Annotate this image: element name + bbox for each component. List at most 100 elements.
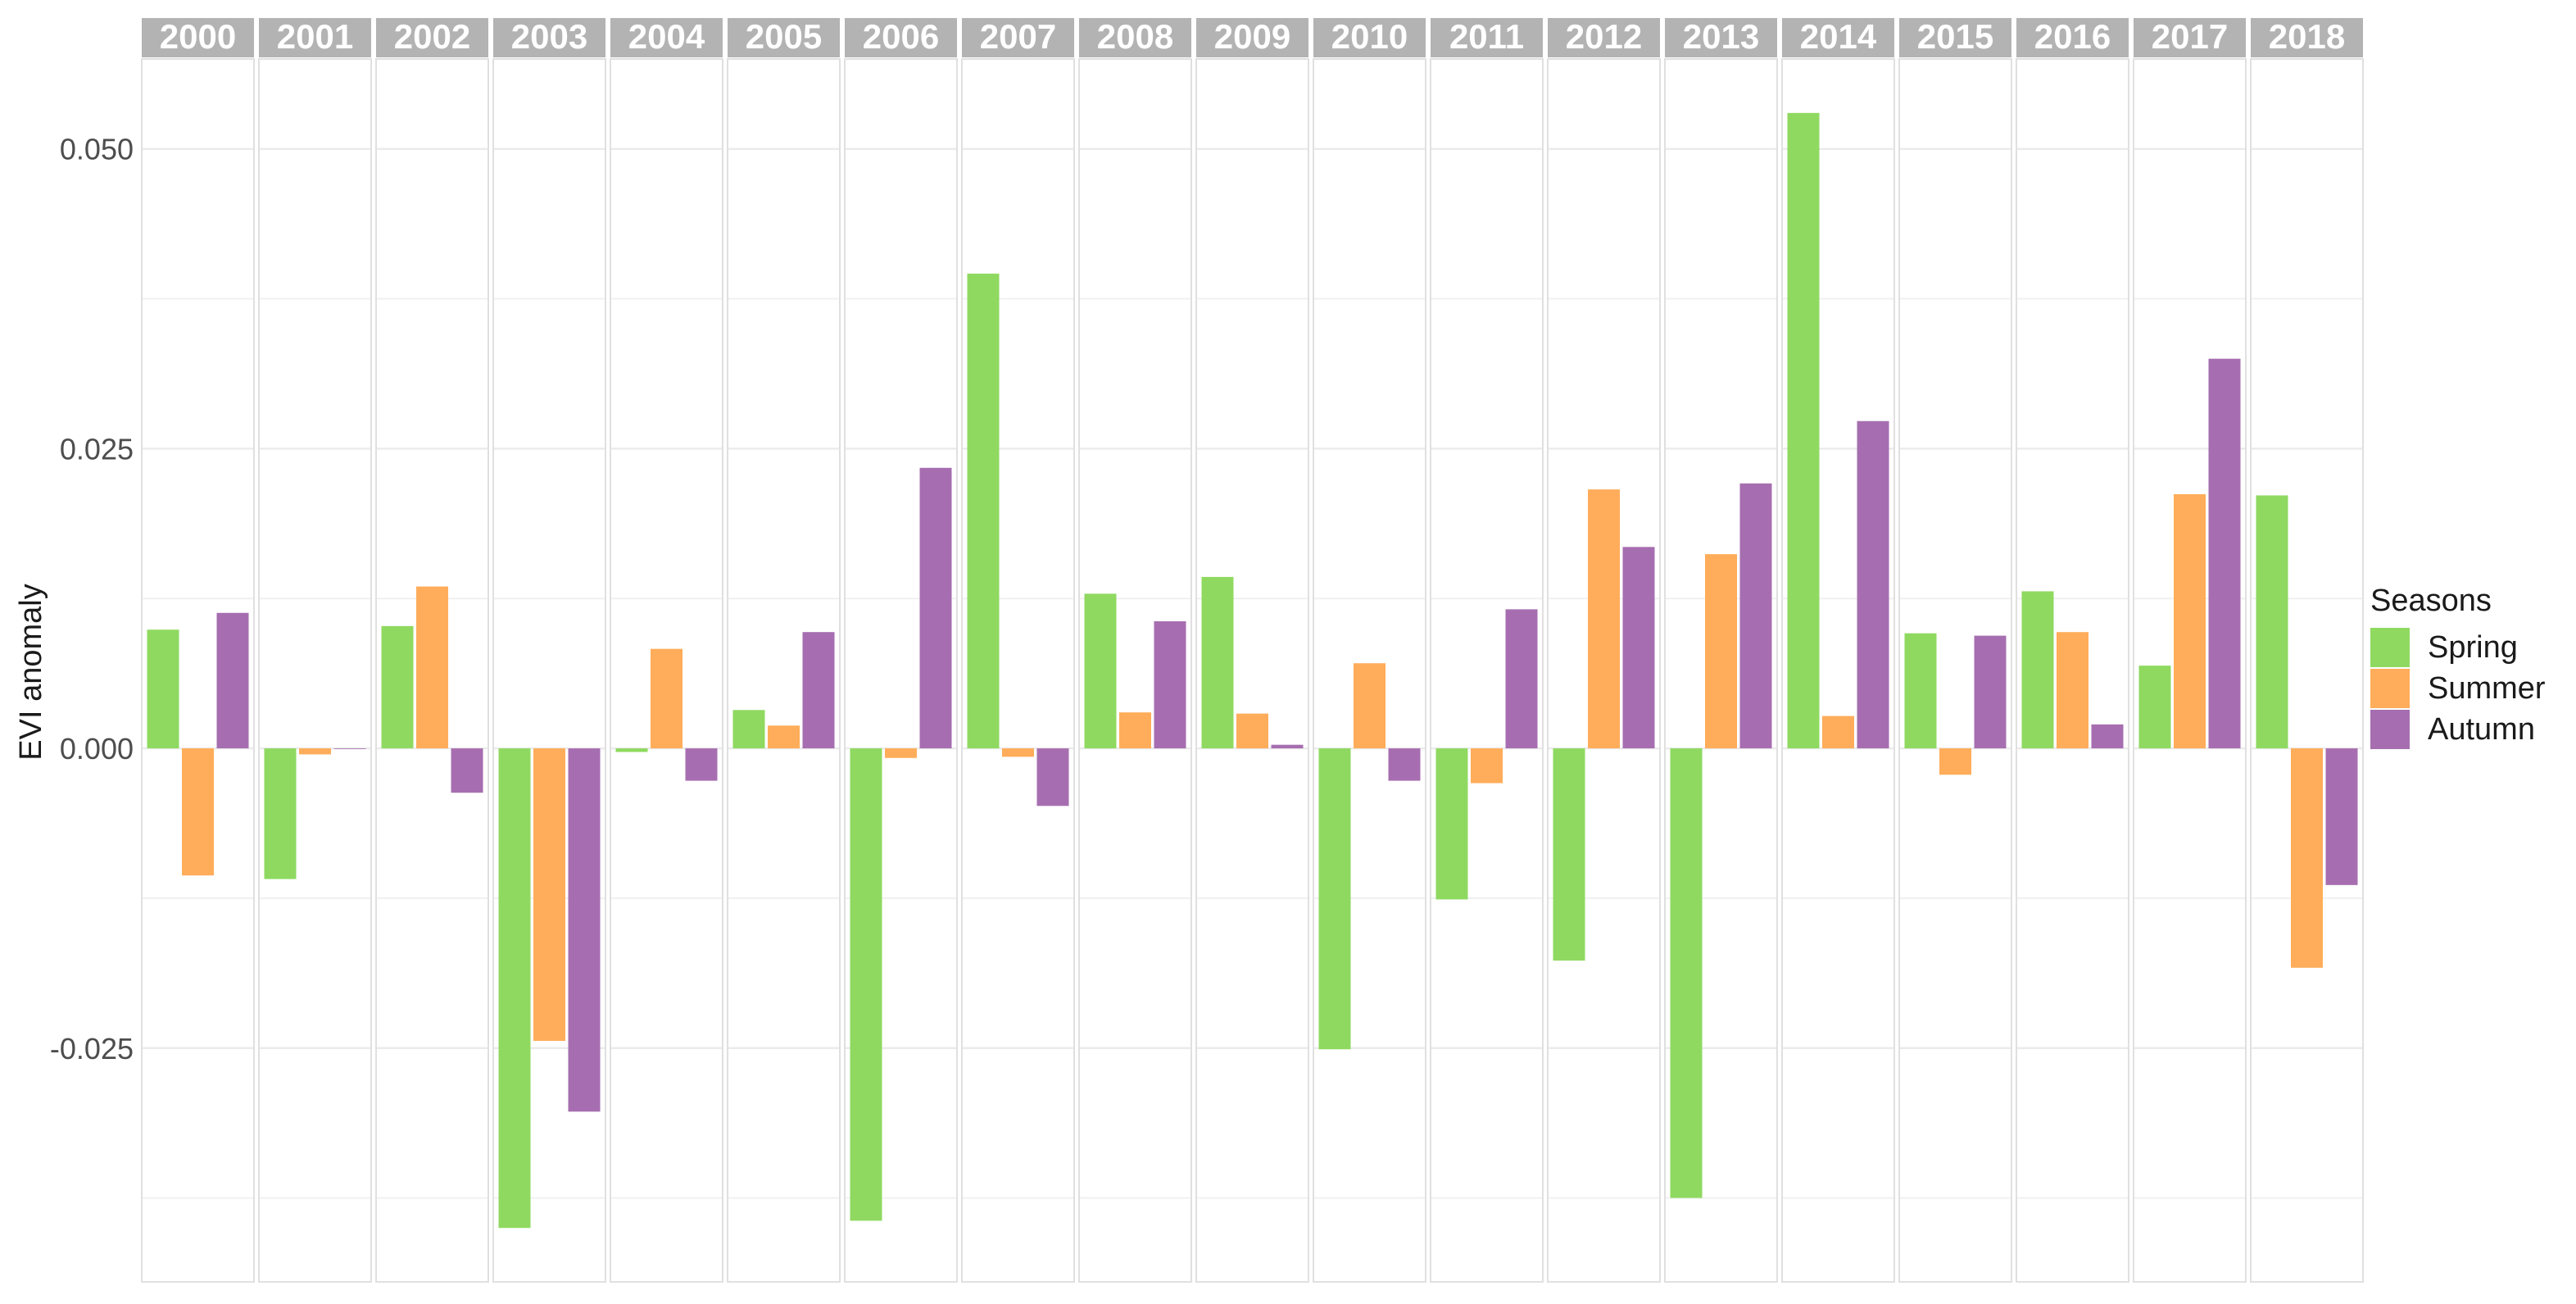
facet-strip bbox=[2134, 18, 2246, 57]
bar-spring bbox=[1435, 748, 1468, 900]
facet-panel bbox=[141, 58, 255, 1283]
facet-panel bbox=[844, 58, 958, 1283]
facet-strip bbox=[376, 18, 488, 57]
y-tick-label: 0.025 bbox=[60, 432, 134, 466]
bar-spring bbox=[2256, 495, 2288, 749]
facet-panel bbox=[2250, 58, 2364, 1283]
facet-panel bbox=[2016, 58, 2129, 1283]
bar-autumn bbox=[216, 612, 249, 749]
facet-strip-label: 2002 bbox=[394, 17, 470, 56]
legend-label-spring: Spring bbox=[2428, 630, 2518, 665]
legend: Seasons Spring Summer Autumn bbox=[2370, 584, 2546, 749]
facet-strip-label: 2001 bbox=[277, 17, 353, 56]
facet-strip bbox=[2251, 18, 2363, 57]
bar-spring bbox=[2138, 666, 2171, 749]
facet-panel bbox=[1781, 58, 1895, 1283]
bar-autumn bbox=[1154, 621, 1186, 749]
facet-strips: 2000 2001 2002 2003 2004 2005 2006 2007 2008 2009… bbox=[142, 17, 2363, 57]
facet-strip bbox=[142, 18, 254, 57]
facet-strip bbox=[493, 18, 605, 57]
bar-autumn bbox=[1505, 609, 1538, 749]
bar-summer bbox=[2291, 748, 2323, 968]
facet-strip-label: 2006 bbox=[863, 17, 939, 56]
bar-spring bbox=[498, 748, 531, 1229]
bar-summer bbox=[651, 648, 683, 749]
bar-spring bbox=[1787, 112, 1820, 749]
bar-spring bbox=[732, 710, 765, 749]
facet-strip bbox=[1665, 18, 1777, 57]
facet-strip-label: 2008 bbox=[1097, 17, 1173, 56]
bar-spring bbox=[2021, 591, 2054, 749]
y-tick-label: 0.050 bbox=[60, 133, 134, 166]
bar-spring bbox=[1084, 593, 1117, 749]
y-axis: -0.025 0.000 0.025 0.050 bbox=[50, 133, 134, 1065]
bar-summer bbox=[299, 748, 331, 755]
facet-panel bbox=[1313, 58, 1426, 1283]
legend-key-spring bbox=[2370, 628, 2410, 667]
bar-spring bbox=[264, 748, 297, 879]
facet-strip-label: 2015 bbox=[1917, 17, 1993, 56]
bar-autumn bbox=[568, 748, 601, 1112]
bar-summer bbox=[533, 748, 565, 1041]
bar-summer bbox=[1939, 748, 1971, 775]
facet-panel bbox=[610, 58, 723, 1283]
bar-summer bbox=[768, 725, 800, 749]
facet-strip-label: 2009 bbox=[1214, 17, 1290, 56]
bar-autumn bbox=[1974, 635, 2007, 749]
bar-autumn bbox=[685, 748, 718, 781]
bar-spring bbox=[1670, 748, 1703, 1198]
bar-autumn bbox=[1036, 748, 1069, 806]
legend-label-summer: Summer bbox=[2428, 671, 2546, 706]
bar-summer bbox=[1002, 748, 1034, 757]
facet-panel bbox=[375, 58, 489, 1283]
facet-strip bbox=[1782, 18, 1894, 57]
legend-key-autumn bbox=[2370, 710, 2410, 749]
facet-strip bbox=[1196, 18, 1308, 57]
bar-autumn bbox=[451, 748, 483, 793]
bar-summer bbox=[1236, 713, 1268, 749]
bar-summer bbox=[1588, 489, 1620, 749]
facet-strip-label: 2004 bbox=[628, 17, 705, 56]
y-axis-title: EVI anomaly bbox=[14, 584, 48, 760]
facet-strip-label: 2012 bbox=[1566, 17, 1642, 56]
bar-autumn bbox=[1388, 748, 1421, 781]
bar-autumn bbox=[2208, 358, 2241, 749]
bar-spring bbox=[381, 625, 414, 749]
facet-strip-label: 2016 bbox=[2034, 17, 2111, 56]
bar-autumn bbox=[1271, 744, 1304, 749]
facet-strip-label: 2005 bbox=[746, 17, 822, 56]
bar-summer bbox=[1705, 554, 1737, 749]
bar-summer bbox=[182, 748, 214, 876]
bars bbox=[147, 112, 2358, 1229]
facet-strip bbox=[1548, 18, 1660, 57]
facet-strip bbox=[1079, 18, 1191, 57]
facet-panel bbox=[961, 58, 1075, 1283]
facet-strip-label: 2014 bbox=[1800, 17, 1877, 56]
legend-title: Seasons bbox=[2370, 584, 2492, 618]
facet-strip bbox=[728, 18, 840, 57]
bar-autumn bbox=[1622, 547, 1655, 749]
facet-panels bbox=[141, 58, 2364, 1283]
facet-panel bbox=[492, 58, 606, 1283]
bar-summer bbox=[1354, 663, 1386, 749]
facet-panel bbox=[2133, 58, 2247, 1283]
bar-autumn bbox=[333, 748, 366, 749]
facet-panel bbox=[1078, 58, 1192, 1283]
facet-strip bbox=[845, 18, 957, 57]
facet-strip bbox=[1899, 18, 2011, 57]
bar-autumn bbox=[2325, 748, 2358, 885]
bar-spring bbox=[967, 273, 1000, 749]
bar-summer bbox=[1471, 748, 1503, 784]
bar-summer bbox=[885, 748, 917, 758]
y-tick-label: -0.025 bbox=[50, 1032, 134, 1065]
bar-autumn bbox=[2091, 724, 2124, 749]
bar-summer bbox=[2057, 632, 2088, 749]
facet-panel bbox=[1430, 58, 1544, 1283]
bar-autumn bbox=[1857, 420, 1889, 749]
facet-strip-label: 2013 bbox=[1683, 17, 1759, 56]
facet-strip bbox=[962, 18, 1074, 57]
facet-strip bbox=[1313, 18, 1426, 57]
facet-strip-label: 2003 bbox=[511, 17, 587, 56]
bar-summer bbox=[1119, 712, 1151, 749]
facet-strip bbox=[610, 18, 723, 57]
